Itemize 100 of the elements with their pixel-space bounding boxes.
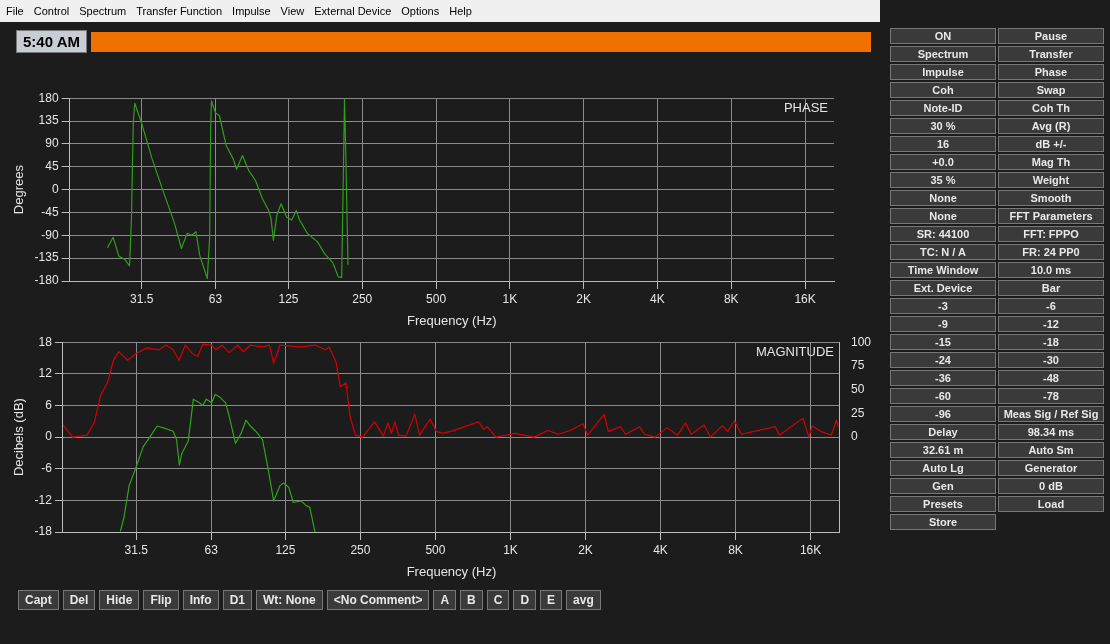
text: Capt <box>18 590 59 610</box>
x-tick-label: 2K <box>578 542 593 557</box>
text: Avg (R) <box>998 118 1104 134</box>
text: +0.0 <box>890 154 996 170</box>
y-tick-label: -135 <box>34 250 59 265</box>
text: Phase <box>998 64 1104 80</box>
text: -60 <box>890 388 996 404</box>
x-tick-label: 16K <box>794 291 816 306</box>
text: -9 <box>890 316 996 332</box>
text: 0 dB <box>998 478 1104 494</box>
text: Pause <box>998 28 1104 44</box>
text: E <box>540 590 563 610</box>
text: -3 <box>890 298 996 314</box>
x-tick-label: 250 <box>350 542 371 557</box>
text: None <box>890 190 996 206</box>
y-tick-label: 0 <box>45 429 53 444</box>
chart-title: PHASE <box>783 100 829 116</box>
text: Generator <box>998 460 1104 476</box>
y2-tick-label: 0 <box>850 429 858 444</box>
text: TC: N / A <box>890 244 996 260</box>
y-axis-title: Decibels (dB) <box>11 398 27 477</box>
text: Mag Th <box>998 154 1104 170</box>
text: 16 <box>890 136 996 152</box>
text: 5:40 AM <box>16 30 87 53</box>
text: Spectrum <box>79 5 127 17</box>
x-tick-label: 63 <box>204 542 219 557</box>
text: ON <box>890 28 996 44</box>
y-tick-label: -45 <box>41 204 59 219</box>
text: -18 <box>998 334 1104 350</box>
y2-tick-label: 75 <box>850 358 865 373</box>
text: Coh <box>890 82 996 98</box>
text: Coh Th <box>998 100 1104 116</box>
y-tick-label: 90 <box>45 136 59 151</box>
x-tick-label: 500 <box>426 291 447 306</box>
x-tick-label: 8K <box>728 542 743 557</box>
text: None <box>890 208 996 224</box>
text: -78 <box>998 388 1104 404</box>
text: Store <box>890 514 996 530</box>
text: Delay <box>890 424 996 440</box>
y-tick-label: 18 <box>38 334 53 349</box>
text: Presets <box>890 496 996 512</box>
text: Help <box>449 5 472 17</box>
text: -48 <box>998 370 1104 386</box>
text: -30 <box>998 352 1104 368</box>
text: Swap <box>998 82 1104 98</box>
text: FFT Parameters <box>998 208 1104 224</box>
text: Bar <box>998 280 1104 296</box>
text: Hide <box>99 590 140 610</box>
y-tick-label: -18 <box>34 524 53 539</box>
text: Wt: None <box>256 590 323 610</box>
y2-tick-label: 100 <box>850 334 872 349</box>
text: -24 <box>890 352 996 368</box>
y-tick-label: -90 <box>41 227 59 242</box>
text: Note-ID <box>890 100 996 116</box>
text: Transfer <box>998 46 1104 62</box>
x-axis-title: Frequency (Hz) <box>406 563 497 579</box>
text: 98.34 ms <box>998 424 1104 440</box>
text: 32.61 m <box>890 442 996 458</box>
text: SR: 44100 <box>890 226 996 242</box>
text: Gen <box>890 478 996 494</box>
text: A <box>433 590 457 610</box>
y2-tick-label: 50 <box>850 381 865 396</box>
text: Flip <box>143 590 179 610</box>
text: Meas Sig / Ref Sig <box>998 406 1104 422</box>
y-tick-label: 180 <box>38 90 59 105</box>
x-tick-label: 4K <box>650 291 665 306</box>
x-axis-title: Frequency (Hz) <box>407 312 497 328</box>
text: D <box>513 590 537 610</box>
x-tick-label: 250 <box>352 291 373 306</box>
text: Weight <box>998 172 1104 188</box>
text: Options <box>401 5 440 17</box>
text: External Device <box>314 5 392 17</box>
text: 35 % <box>890 172 996 188</box>
x-tick-label: 500 <box>425 542 446 557</box>
text: D1 <box>222 590 253 610</box>
text: FFT: FPPO <box>998 226 1104 242</box>
text: Impulse <box>232 5 271 17</box>
y-tick-label: -12 <box>34 492 53 507</box>
x-tick-label: 4K <box>653 542 668 557</box>
text: -6 <box>998 298 1104 314</box>
text: -15 <box>890 334 996 350</box>
x-tick-label: 63 <box>208 291 223 306</box>
text: -96 <box>890 406 996 422</box>
x-tick-label: 31.5 <box>130 291 154 306</box>
text: Transfer Function <box>136 5 223 17</box>
y-tick-label: 0 <box>51 181 59 196</box>
text: -12 <box>998 316 1104 332</box>
text: Spectrum <box>890 46 996 62</box>
y-tick-label: 135 <box>38 113 59 128</box>
text: avg <box>566 590 601 610</box>
y-axis-title: Degrees <box>11 164 27 215</box>
x-tick-label: 2K <box>576 291 592 306</box>
chart-title: MAGNITUDE <box>755 344 835 360</box>
text: dB +/- <box>998 136 1104 152</box>
text: Smooth <box>998 190 1104 206</box>
text: View <box>280 5 305 17</box>
text: Impulse <box>890 64 996 80</box>
y-tick-label: 45 <box>45 159 59 174</box>
x-tick-label: 125 <box>275 542 296 557</box>
text: 10.0 ms <box>998 262 1104 278</box>
